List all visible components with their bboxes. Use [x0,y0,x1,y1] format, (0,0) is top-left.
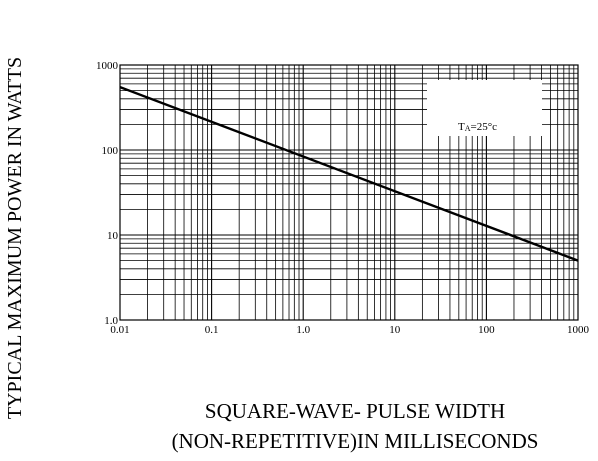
x-tick-label: 0.1 [205,324,219,336]
annotation-main: T [458,121,465,133]
annotation-sub: A [465,124,471,133]
annotation-box [427,80,542,136]
temperature-annotation: TA=25°c [458,121,497,133]
x-axis-label-line-1: SQUARE-WAVE- PULSE WIDTH [205,399,505,423]
y-tick-label: 10 [107,230,119,242]
x-tick-label: 10 [389,324,401,336]
x-axis-label-line-2: (NON-REPETITIVE)IN MILLISECONDS [172,429,539,453]
y-axis-label: TYPICAL MAXIMUM POWER IN WATTS [4,57,26,419]
x-tick-label: 1.0 [296,324,310,336]
annotation-rest: =25°c [471,121,498,133]
plot-frame [119,64,579,321]
x-tick-label: 100 [478,324,495,336]
y-tick-label: 1.0 [104,315,118,327]
series-group [119,85,579,262]
grid-lines [120,65,578,320]
y-tick-label: 1000 [96,60,119,72]
y-tick-labels: 1.0 10 100 1000 [96,60,119,327]
y-tick-label: 100 [102,145,119,157]
x-tick-labels: 0.01 0.1 1.0 10 100 1000 [110,324,589,336]
x-tick-label: 1000 [567,324,590,336]
x-tick-label: 0.01 [110,324,129,336]
series-line-0 [119,85,579,262]
